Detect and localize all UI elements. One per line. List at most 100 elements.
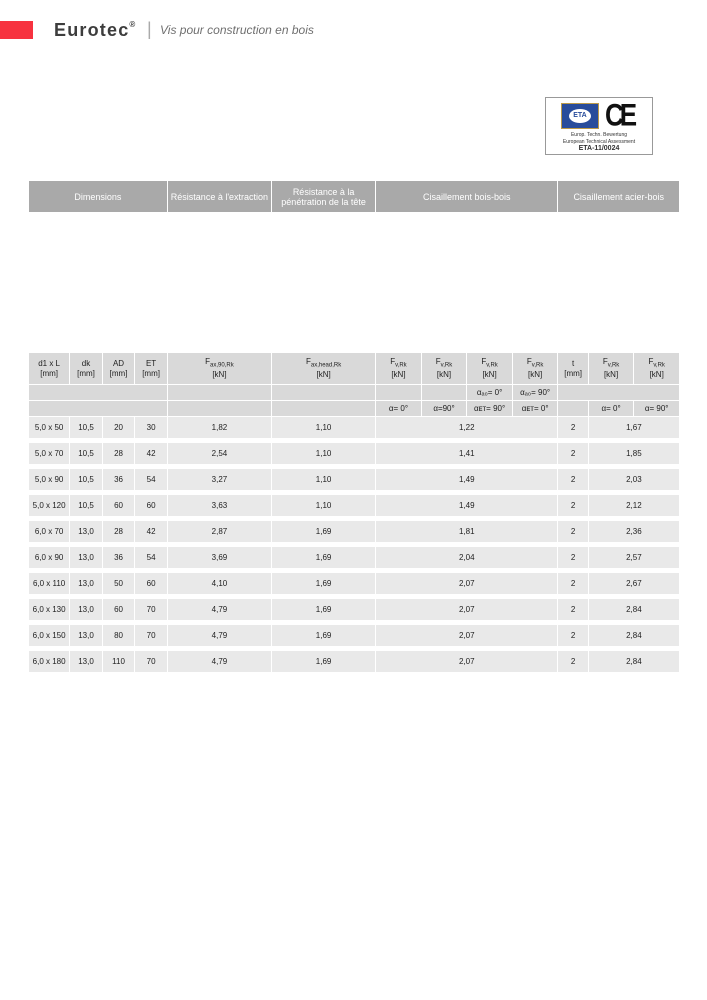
cell-et: 60 [135,573,168,595]
cell-shear-steel: 2,36 [588,521,679,543]
cell-d1l: 5,0 x 90 [29,469,70,491]
cell-shear-wood: 1,22 [376,417,558,439]
sub-blank-6 [558,385,680,401]
table-row: 5,0 x 7010,528422,541,101,4121,85 [29,443,680,465]
col-fv2: Fv,Rk[kN] [421,353,467,385]
certification-badge: ETA CE Europ. Techn. Bewertung European … [545,97,653,155]
cell-shear-steel: 2,57 [588,547,679,569]
cell-fhead: 1,69 [272,573,376,595]
table-row: 5,0 x 5010,520301,821,101,2221,67 [29,417,680,439]
sub-blank-5 [421,385,467,401]
cell-fax: 4,79 [167,625,271,647]
cell-fhead: 1,10 [272,417,376,439]
sub2-a90b: α= 90° [634,401,680,417]
sub2-blank-4 [558,401,588,417]
cell-shear-wood: 2,07 [376,599,558,621]
cell-fhead: 1,10 [272,443,376,465]
cell-t: 2 [558,651,588,673]
cell-t: 2 [558,547,588,569]
cell-shear-wood: 1,49 [376,469,558,491]
sub2-blank-2 [167,401,271,417]
badge-top-row: ETA CE [561,100,637,131]
cell-shear-steel: 1,67 [588,417,679,439]
group-header-row: Dimensions Résistance à l'extraction Rés… [29,181,680,213]
cell-dk: 10,5 [70,469,103,491]
sub2-a0: α= 0° [376,401,422,417]
cell-et: 54 [135,547,168,569]
cell-shear-steel: 2,12 [588,495,679,517]
cell-ad: 60 [102,599,135,621]
col-fv5: Fv,Rk[kN] [588,353,634,385]
cell-fax: 3,63 [167,495,271,517]
cell-t: 2 [558,599,588,621]
cell-fhead: 1,69 [272,599,376,621]
cell-fax: 4,10 [167,573,271,595]
sub-header-row-1: αₐ₀= 0° αₐ₀= 90° [29,385,680,401]
cell-t: 2 [558,469,588,491]
cell-fhead: 1,69 [272,625,376,647]
cell-fhead: 1,10 [272,495,376,517]
cell-fax: 2,87 [167,521,271,543]
table-row: 6,0 x 11013,050604,101,692,0722,67 [29,573,680,595]
sub-blank-3 [272,385,376,401]
image-cell-pen [272,213,376,353]
group-dimensions: Dimensions [29,181,168,213]
cell-d1l: 6,0 x 70 [29,521,70,543]
sub-a40-0: αₐ₀= 0° [467,385,513,401]
cell-ad: 80 [102,625,135,647]
group-penetration: Résistance à la pénétration de la tête [272,181,376,213]
col-et: ET[mm] [135,353,168,385]
cell-dk: 13,0 [70,547,103,569]
cell-t: 2 [558,417,588,439]
cell-shear-wood: 2,07 [376,625,558,647]
sub2-a0b: α= 0° [588,401,634,417]
cell-shear-wood: 2,04 [376,547,558,569]
cell-d1l: 6,0 x 90 [29,547,70,569]
col-fv6: Fv,Rk[kN] [634,353,680,385]
sub2-blank-1 [29,401,168,417]
sub-blank-1 [29,385,168,401]
cell-dk: 13,0 [70,625,103,647]
cell-dk: 10,5 [70,417,103,439]
cell-shear-wood: 1,49 [376,495,558,517]
cell-fax: 2,54 [167,443,271,465]
table-row: 6,0 x 13013,060704,791,692,0722,84 [29,599,680,621]
eta-logo: ETA [561,103,599,129]
col-dk: dk[mm] [70,353,103,385]
ce-mark: CE [601,97,637,134]
col-fhead: Fax,head,Rk[kN] [272,353,376,385]
cell-ad: 20 [102,417,135,439]
cell-dk: 13,0 [70,521,103,543]
col-t: t[mm] [558,353,588,385]
cell-t: 2 [558,573,588,595]
image-row [29,213,680,353]
image-cell-shear2 [558,213,680,353]
cell-fax: 1,82 [167,417,271,439]
cell-et: 70 [135,625,168,647]
cell-fax: 3,27 [167,469,271,491]
cell-et: 54 [135,469,168,491]
cell-shear-steel: 2,84 [588,651,679,673]
cell-fhead: 1,10 [272,469,376,491]
cell-et: 70 [135,599,168,621]
cell-t: 2 [558,443,588,465]
group-shear-wood: Cisaillement bois-bois [376,181,558,213]
page-subtitle: Vis pour construction en bois [160,23,314,37]
cell-t: 2 [558,495,588,517]
cell-ad: 50 [102,573,135,595]
image-cell-shear1 [376,213,558,353]
sub-header-row-2: α= 0° α=90° αᴇᴛ= 90° αᴇᴛ= 0° α= 0° α= 90… [29,401,680,417]
cell-fhead: 1,69 [272,651,376,673]
cell-fax: 3,69 [167,547,271,569]
table-row: 5,0 x 12010,560603,631,101,4922,12 [29,495,680,517]
brand-logo: Eurotec® [54,20,137,41]
sub2-aet90: αᴇᴛ= 90° [467,401,513,417]
col-d1l: d1 x L[mm] [29,353,70,385]
col-fv3: Fv,Rk[kN] [467,353,513,385]
cell-ad: 36 [102,547,135,569]
column-header-row: d1 x L[mm] dk[mm] AD[mm] ET[mm] Fax,90,R… [29,353,680,385]
cell-shear-steel: 2,84 [588,599,679,621]
col-ad: AD[mm] [102,353,135,385]
cell-et: 60 [135,495,168,517]
cell-dk: 10,5 [70,495,103,517]
